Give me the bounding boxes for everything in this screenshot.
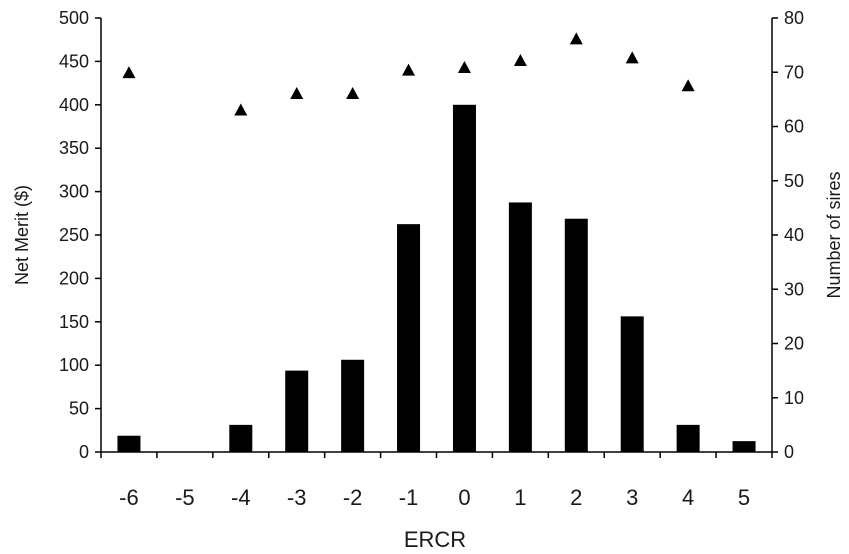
triangle-marker xyxy=(513,54,527,67)
y-tick-left-label: 0 xyxy=(79,442,89,462)
bar xyxy=(341,359,365,452)
y-tick-left-label: 250 xyxy=(59,225,89,245)
y-tick-right-label: 80 xyxy=(784,8,804,28)
y-tick-right-label: 10 xyxy=(784,388,804,408)
y-tick-left-label: 50 xyxy=(69,399,89,419)
x-tick-label: 2 xyxy=(570,485,582,510)
x-tick-label: -6 xyxy=(119,485,139,510)
bars-group xyxy=(117,104,756,453)
x-tick-label: 1 xyxy=(514,485,526,510)
triangle-marker xyxy=(346,87,360,100)
y-tick-left-label: 150 xyxy=(59,312,89,332)
y-tick-right-label: 0 xyxy=(784,442,794,462)
bar xyxy=(732,441,756,452)
triangle-marker xyxy=(290,87,304,100)
y-tick-right-label: 50 xyxy=(784,171,804,191)
y-tick-right-label: 70 xyxy=(784,62,804,82)
x-tick-label: -5 xyxy=(175,485,195,510)
y-tick-left-label: 350 xyxy=(59,138,89,158)
bar xyxy=(229,424,253,452)
triangle-marker xyxy=(402,63,416,76)
bar xyxy=(452,104,476,453)
triangle-marker xyxy=(681,79,695,92)
y-tick-right-label: 60 xyxy=(784,117,804,137)
axes-group xyxy=(100,18,773,453)
x-tick-label: -4 xyxy=(231,485,251,510)
bar xyxy=(564,218,588,452)
y-axis-left-title: Net Merit ($) xyxy=(12,185,32,285)
x-tick-label: 3 xyxy=(626,485,638,510)
ticks-group: 0501001502002503003504004505000102030405… xyxy=(59,8,804,510)
y-tick-left-label: 400 xyxy=(59,95,89,115)
y-tick-left-label: 100 xyxy=(59,355,89,375)
y-tick-right-label: 20 xyxy=(784,334,804,354)
x-tick-label: -3 xyxy=(287,485,307,510)
triangle-marker xyxy=(234,103,248,116)
x-tick-label: 0 xyxy=(458,485,470,510)
x-tick-label: -2 xyxy=(343,485,363,510)
bar xyxy=(397,224,421,452)
y-tick-left-label: 450 xyxy=(59,51,89,71)
x-axis-title: ERCR xyxy=(404,527,466,552)
triangle-marker xyxy=(122,66,136,79)
triangle-marker xyxy=(457,60,471,73)
y-tick-right-label: 40 xyxy=(784,225,804,245)
y-tick-left-label: 300 xyxy=(59,182,89,202)
y-tick-left-label: 200 xyxy=(59,268,89,288)
bar xyxy=(285,370,309,452)
bar xyxy=(620,316,644,452)
markers-group xyxy=(122,32,695,116)
x-tick-label: 5 xyxy=(738,485,750,510)
bar xyxy=(508,202,532,452)
y-axis-right-title: Number of sires xyxy=(824,171,844,298)
bar xyxy=(117,435,141,452)
triangle-marker xyxy=(569,32,583,45)
y-tick-right-label: 30 xyxy=(784,279,804,299)
bar xyxy=(676,424,700,452)
triangle-marker xyxy=(625,51,639,64)
y-tick-left-label: 500 xyxy=(59,8,89,28)
x-tick-label: -1 xyxy=(399,485,419,510)
x-tick-label: 4 xyxy=(682,485,694,510)
